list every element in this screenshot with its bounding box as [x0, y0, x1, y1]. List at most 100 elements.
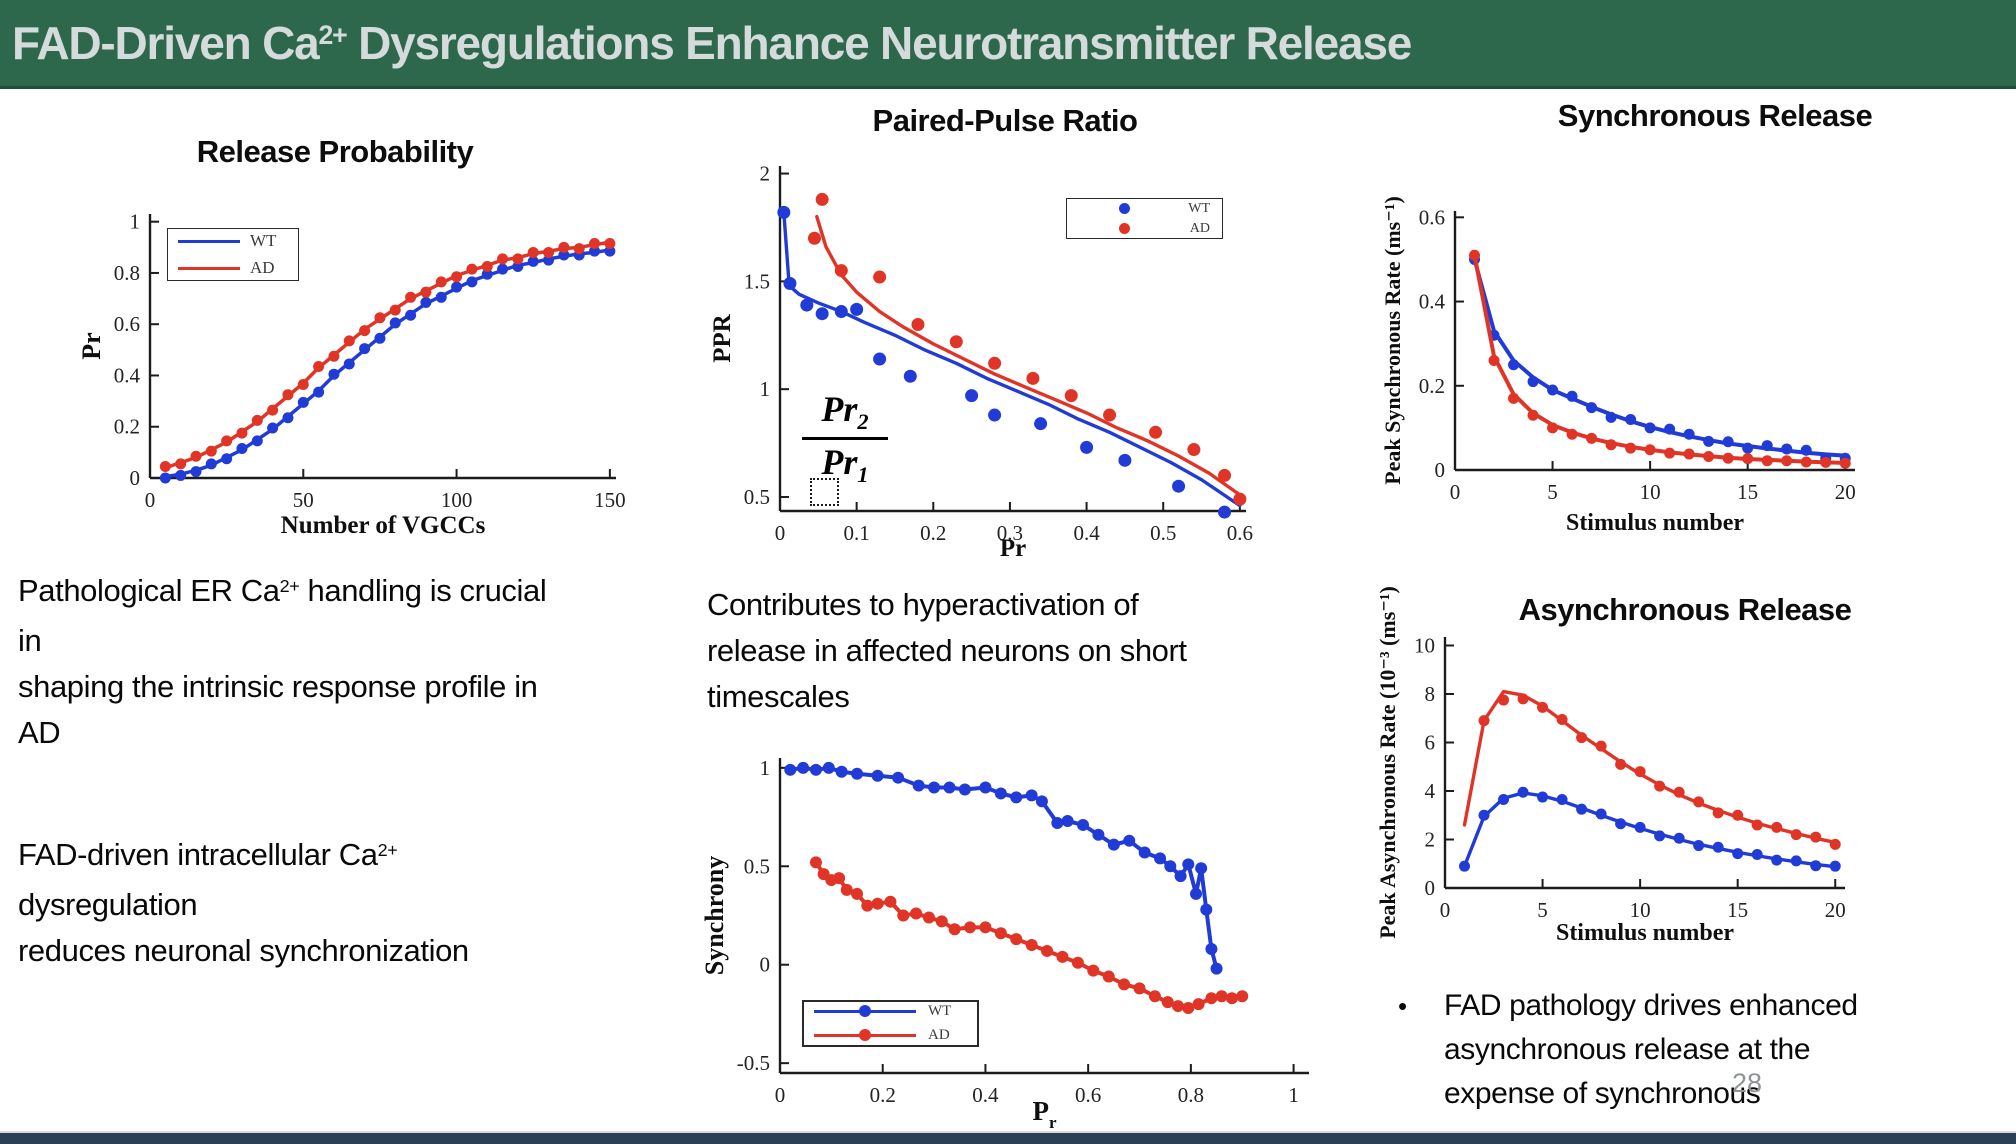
chart-title-synchronous-release: Synchronous Release	[1557, 98, 1873, 133]
svg-text:0.6: 0.6	[1419, 205, 1445, 229]
caption-fad-dysregulation: FAD-driven intracellular Ca2+ dysregulat…	[18, 832, 578, 974]
caption-text: release in affected neurons on short	[707, 633, 1187, 668]
svg-text:0.6: 0.6	[1227, 521, 1253, 545]
svg-text:2: 2	[1425, 827, 1436, 851]
legend-row-ad: AD	[814, 1027, 967, 1044]
svg-text:20: 20	[1825, 898, 1846, 922]
legend-release-probability: WT AD	[167, 228, 299, 281]
svg-text:1: 1	[130, 210, 141, 234]
wt-line-swatch	[178, 239, 240, 243]
svg-text:0: 0	[1425, 876, 1436, 900]
svg-text:0.4: 0.4	[1419, 290, 1446, 314]
svg-text:Pr: Pr	[1000, 535, 1026, 562]
svg-text:100: 100	[441, 488, 473, 512]
chart-title-paired-pulse-ratio: Paired-Pulse Ratio	[872, 103, 1138, 138]
legend-label-wt: WT	[1188, 200, 1210, 216]
svg-text:20: 20	[1835, 480, 1856, 504]
superscript-2plus: 2+	[279, 576, 300, 597]
svg-text:Stimulus number: Stimulus number	[1556, 920, 1734, 946]
caption-text: Pathological ER Ca	[18, 573, 280, 608]
svg-text:10: 10	[1414, 633, 1435, 657]
svg-text:1: 1	[760, 756, 771, 780]
legend-label-ad: AD	[250, 258, 275, 277]
slide-title-text-2: Dysregulations Enhance Neurotransmitter …	[346, 17, 1412, 69]
synchronous-release-chart: 0 5 10 15 20 0 0.2 0.4 0.6 Stimulus number Peak Sy…	[1380, 196, 1856, 536]
ad-line-swatch	[178, 266, 240, 270]
chart-title-asynchronous-release: Asynchronous Release	[1518, 592, 1852, 627]
svg-text:0.2: 0.2	[920, 521, 946, 545]
svg-text:0: 0	[1435, 458, 1446, 482]
formula-pr1: Pr	[821, 441, 858, 482]
svg-text:0.6: 0.6	[1075, 1083, 1101, 1107]
footer-divider	[0, 1131, 2016, 1133]
svg-text:1: 1	[760, 377, 771, 401]
svg-text:0: 0	[145, 488, 156, 512]
bullet-conclusion: • FAD pathology drives enhanced asynchro…	[1398, 984, 1878, 1116]
svg-text:5: 5	[1537, 898, 1548, 922]
svg-text:50: 50	[293, 488, 314, 512]
fraction-bar	[802, 436, 888, 440]
svg-text:0.4: 0.4	[1073, 521, 1100, 545]
svg-text:0.8: 0.8	[114, 261, 140, 285]
caption-hyperactivation: Contributes to hyperactivation of releas…	[707, 582, 1237, 720]
legend-row-ad: AD	[1075, 221, 1214, 237]
caption-text: shaping the intrinsic response profile i…	[18, 669, 538, 704]
bullet-line: FAD pathology drives enhanced	[1444, 989, 1858, 1022]
svg-text:-0.5: -0.5	[737, 1051, 770, 1075]
svg-text:0: 0	[1450, 480, 1461, 504]
svg-text:150: 150	[594, 488, 626, 512]
legend-paired-pulse-ratio: WT AD	[1066, 198, 1223, 239]
svg-text:1: 1	[1288, 1083, 1299, 1107]
svg-text:4: 4	[1425, 779, 1436, 803]
legend-row-wt: WT	[178, 231, 288, 251]
svg-text:0.5: 0.5	[1150, 521, 1176, 545]
svg-text:2: 2	[760, 162, 771, 186]
slide-title-text: FAD-Driven Ca	[12, 17, 320, 69]
svg-text:10: 10	[1640, 480, 1661, 504]
caption-text: handling is crucial in	[18, 573, 547, 658]
svg-text:Number of VGCCs: Number of VGCCs	[281, 512, 486, 539]
svg-text:0.2: 0.2	[870, 1083, 896, 1107]
svg-text:1.5: 1.5	[744, 269, 770, 293]
caption-text: FAD-driven intracellular Ca	[18, 837, 378, 872]
legend-label-ad: AD	[928, 1027, 950, 1043]
svg-text:0.8: 0.8	[1178, 1083, 1204, 1107]
svg-text:0: 0	[775, 1083, 786, 1107]
svg-text:Pr: Pr	[77, 332, 106, 359]
bullet-line: expense of synchronous	[1444, 1077, 1761, 1110]
svg-text:0: 0	[760, 953, 771, 977]
legend-row-ad: AD	[178, 258, 288, 278]
svg-text:0.5: 0.5	[744, 485, 770, 509]
svg-text:Synchrony: Synchrony	[700, 856, 729, 975]
formula-sub-1: 1	[857, 461, 869, 487]
svg-text:Pr: Pr	[1032, 1096, 1057, 1132]
svg-text:0.4: 0.4	[972, 1083, 999, 1107]
svg-text:5: 5	[1547, 480, 1558, 504]
legend-row-wt: WT	[814, 1003, 967, 1020]
caption-text: timescales	[707, 679, 850, 714]
bullet-text: FAD pathology drives enhanced asynchrono…	[1444, 984, 1858, 1116]
caption-text: AD	[18, 715, 61, 750]
legend-synchrony: WT AD	[802, 1000, 979, 1047]
svg-text:0.2: 0.2	[1419, 374, 1445, 398]
slide-title-superscript: 2+	[318, 20, 347, 51]
svg-text:0.5: 0.5	[744, 854, 770, 878]
release-probability-chart: 0 50 100 150 0 0.2 0.4 0.6 0.8 1 Number of VGCCs Pr	[77, 210, 626, 539]
bullet-line: asynchronous release at the	[1444, 1033, 1811, 1066]
legend-label-wt: WT	[250, 231, 277, 250]
svg-text:PPR: PPR	[709, 313, 736, 363]
ppr-formula: Pr2 Pr1	[798, 388, 892, 488]
wt-line-dot-swatch	[814, 1005, 916, 1017]
chart-title-release-probability: Release Probability	[196, 134, 474, 169]
svg-text:8: 8	[1425, 682, 1436, 706]
svg-text:0.3: 0.3	[997, 521, 1023, 545]
legend-row-wt: WT	[1075, 201, 1214, 217]
caption-text: reduces neuronal synchronization	[18, 933, 469, 968]
legend-label-wt: WT	[928, 1003, 952, 1019]
svg-text:0: 0	[775, 521, 786, 545]
formula-sub-2: 2	[857, 409, 869, 435]
svg-text:0.6: 0.6	[114, 312, 140, 336]
